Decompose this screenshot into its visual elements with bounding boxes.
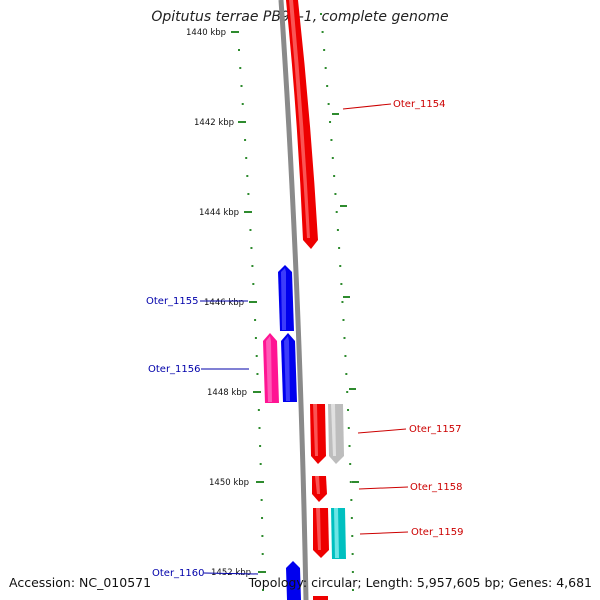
label-line-oter-1157 (357, 428, 407, 434)
backbone-arc (278, 0, 309, 600)
tick-label: 1448 kbp (207, 388, 247, 398)
label-line-oter-1158 (358, 486, 409, 490)
scale-ticks: 1440 kbp 1442 kbp 1444 kbp 1446 kbp 1448… (186, 28, 266, 578)
label-line-oter-1159 (359, 531, 409, 535)
tick-label: 1442 kbp (194, 118, 234, 128)
gene-oter-1159[interactable] (313, 508, 329, 558)
gene-label-oter-1159[interactable]: Oter_1159 (411, 527, 464, 538)
map-title: Opitutus terrae PB90-1, complete genome (151, 9, 449, 25)
inner-scale-dots (238, 49, 264, 591)
tick-label: 1452 kbp (211, 568, 251, 578)
gene-label-oter-1157[interactable]: Oter_1157 (409, 424, 462, 435)
gene-label-oter-1154[interactable]: Oter_1154 (393, 99, 446, 110)
gene-label-oter-1160[interactable]: Oter_1160 (152, 568, 205, 579)
outer-scale-dots (320, 13, 359, 591)
tick-label: 1444 kbp (199, 208, 239, 218)
gene-oter-1157[interactable] (310, 404, 326, 464)
tick-label: 1446 kbp (204, 298, 244, 308)
gene-label-oter-1155[interactable]: Oter_1155 (146, 296, 199, 307)
gene-oter-1157-grey[interactable] (328, 404, 344, 464)
accession-text: Accession: NC_010571 (9, 575, 152, 590)
gene-next-forward (313, 596, 328, 600)
tick-label: 1440 kbp (186, 28, 226, 38)
tick-label: 1450 kbp (209, 478, 249, 488)
genome-info-text: Topology: circular; Length: 5,957,605 bp… (248, 575, 592, 590)
label-line-oter-1160 (203, 572, 259, 575)
gene-oter-1160[interactable] (286, 561, 301, 600)
label-line-oter-1154 (342, 103, 392, 110)
gene-label-oter-1156[interactable]: Oter_1156 (148, 364, 201, 375)
gene-label-oter-1158[interactable]: Oter_1158 (410, 482, 463, 493)
